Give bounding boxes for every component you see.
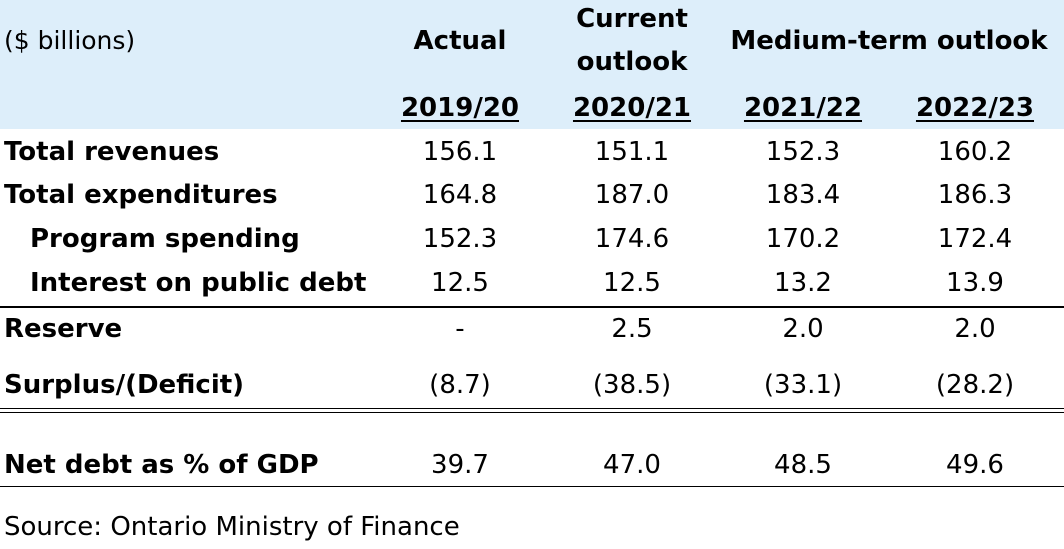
cell-value: 186.3 [937,180,1013,210]
double-rule-bottom [0,412,1064,413]
cell-value: 12.5 [431,268,489,298]
cell-value: (38.5) [592,370,672,400]
row-label: Total expenditures [4,180,278,210]
cell-value: 151.1 [594,137,670,167]
cell-value: (28.2) [935,370,1015,400]
cell-value: 156.1 [422,137,498,167]
divider-line [0,306,1064,308]
cell-value: 39.7 [431,450,489,480]
medium-term-outlook-header: Medium-term outlook [730,26,1048,56]
cell-value: 13.9 [946,268,1004,298]
cell-value: - [455,314,465,344]
row-label: Net debt as % of GDP [4,450,319,480]
cell-value: 152.3 [422,224,498,254]
cell-value: 152.3 [765,137,841,167]
row-label: Interest on public debt [30,268,367,298]
year-header-2022-23: 2022/23 [915,93,1035,123]
year-header-2021-22: 2021/22 [743,93,863,123]
year-header-2019-20: 2019/20 [400,93,520,123]
cell-value: 172.4 [937,224,1013,254]
cell-value: 170.2 [765,224,841,254]
current-outlook-header-line2: outlook [576,47,688,77]
unit-label: ($ billions) [4,26,136,55]
cell-value: 49.6 [946,450,1004,480]
cell-value: (33.1) [763,370,843,400]
cell-value: 2.5 [611,314,653,344]
cell-value: 174.6 [594,224,670,254]
cell-value: 2.0 [954,314,996,344]
row-label: Total revenues [4,137,220,167]
year-header-2020-21: 2020/21 [572,93,692,123]
cell-value: 13.2 [774,268,832,298]
cell-value: 48.5 [774,450,832,480]
actual-column-header: Actual [413,26,507,56]
cell-value: 187.0 [594,180,670,210]
table-header-background [0,0,1064,129]
cell-value: 12.5 [603,268,661,298]
row-label: Surplus/(Deficit) [4,370,245,400]
cell-value: 160.2 [937,137,1013,167]
bottom-rule [0,486,1064,487]
double-rule-top [0,408,1064,409]
cell-value: 2.0 [782,314,824,344]
source-note: Source: Ontario Ministry of Finance [4,512,460,542]
cell-value: (8.7) [429,370,491,400]
cell-value: 164.8 [422,180,498,210]
row-label: Program spending [30,224,300,254]
current-outlook-header-line1: Current [576,4,688,34]
cell-value: 47.0 [603,450,661,480]
cell-value: 183.4 [765,180,841,210]
row-label: Reserve [4,314,123,344]
